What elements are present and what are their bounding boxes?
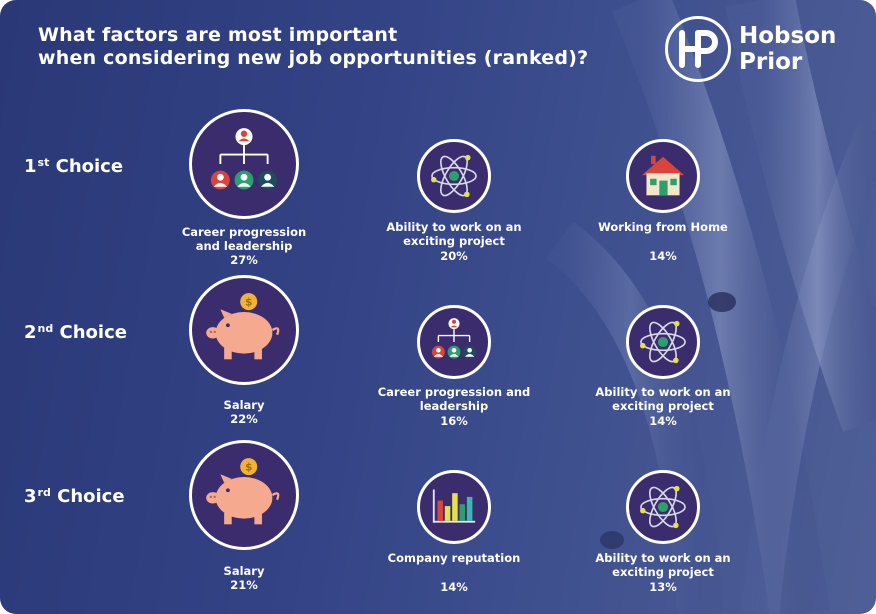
house-icon <box>626 139 700 213</box>
item-label: Career progression and leadership <box>181 225 307 253</box>
org-chart-icon <box>189 109 299 219</box>
svg-text:$: $ <box>245 296 252 308</box>
item-label: Ability to work on an exciting project <box>595 385 731 413</box>
item-percent: 13% <box>649 580 677 594</box>
row-label-2nd-choice: 2nd Choice <box>24 318 127 344</box>
atom-icon <box>417 139 491 213</box>
row-ordinal: 2 <box>24 322 37 343</box>
item-percent: 14% <box>649 414 677 428</box>
page-title: What factors are most important when con… <box>38 24 588 70</box>
item-percent: 22% <box>230 412 258 426</box>
logo-word-prior: Prior <box>739 49 803 75</box>
row-label-3rd-choice: 3rd Choice <box>24 482 125 508</box>
logo-word-hobson: Hobson <box>739 23 837 49</box>
item-label: Salary <box>223 398 265 412</box>
row-ordinal-suffix: st <box>37 156 50 169</box>
hobson-prior-logo[interactable]: Hobson Prior <box>665 16 855 86</box>
svg-text:$: $ <box>245 461 252 473</box>
row-word: Choice <box>55 156 124 177</box>
row-word: Choice <box>59 322 127 343</box>
item-label: Working from Home <box>598 220 728 234</box>
piggy-bank-icon: $ <box>189 275 299 385</box>
title-line-2: when considering new job opportunities (… <box>38 47 589 69</box>
atom-icon <box>626 305 700 379</box>
atom-icon <box>626 470 700 544</box>
row-ordinal: 1 <box>24 156 37 177</box>
row-ordinal: 3 <box>24 486 37 507</box>
bar-chart-icon <box>417 470 491 544</box>
item-percent: 27% <box>230 253 258 267</box>
item-label: Company reputation <box>387 551 521 565</box>
item-percent: 14% <box>649 249 677 263</box>
item-percent: 14% <box>440 580 468 594</box>
row-ordinal-suffix: nd <box>37 322 54 335</box>
item-label: Salary <box>223 564 265 578</box>
org-chart-icon <box>417 305 491 379</box>
item-percent: 20% <box>440 249 468 263</box>
item-label: Career progression and leadership <box>377 385 531 413</box>
piggy-bank-icon: $ <box>189 440 299 550</box>
row-ordinal-suffix: rd <box>37 486 51 499</box>
hp-logo-icon <box>665 16 731 82</box>
item-label: Ability to work on an exciting project <box>595 551 731 579</box>
title-line-1: What factors are most important <box>38 24 398 46</box>
row-label-1st-choice: 1st Choice <box>24 152 123 178</box>
item-percent: 21% <box>230 578 258 592</box>
row-word: Choice <box>57 486 125 507</box>
item-label: Ability to work on an exciting project <box>386 220 522 248</box>
item-percent: 16% <box>440 414 468 428</box>
